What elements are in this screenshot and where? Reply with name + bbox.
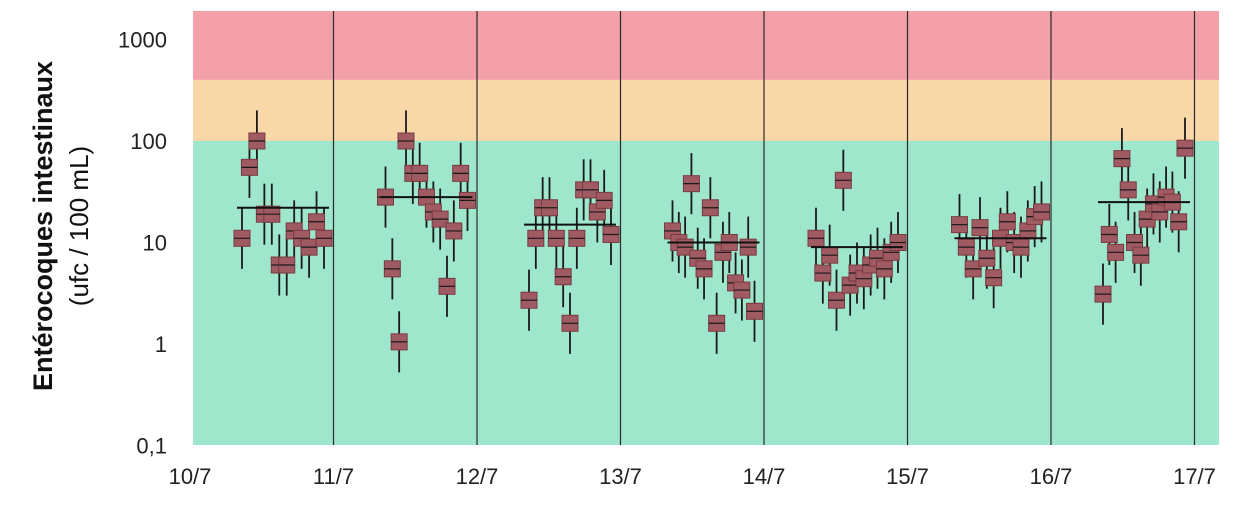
day-separators bbox=[332, 11, 1196, 445]
band-red bbox=[193, 11, 1219, 80]
x-tick-label: 17/7 bbox=[1173, 464, 1216, 489]
band-orange bbox=[193, 79, 1219, 141]
y-tick-label: 100 bbox=[130, 129, 167, 154]
y-axis-unit: (ufc / 100 mL) bbox=[64, 146, 94, 306]
x-tick-label: 11/7 bbox=[313, 464, 354, 489]
x-tick-labels: 10/7 11/7 12/7 13/7 14/7 15/7 16/7 17/7 bbox=[169, 464, 1216, 489]
x-tick-label: 14/7 bbox=[743, 464, 786, 489]
y-tick-label: 0,1 bbox=[136, 434, 167, 459]
data-points bbox=[233, 132, 1194, 351]
x-tick-label: 15/7 bbox=[886, 464, 929, 489]
y-tick-label: 10 bbox=[143, 231, 167, 256]
x-tick-label: 12/7 bbox=[456, 464, 499, 489]
threshold-bands bbox=[193, 11, 1219, 445]
x-tick-label: 13/7 bbox=[599, 464, 642, 489]
x-tick-label: 16/7 bbox=[1030, 464, 1073, 489]
y-tick-labels: 0,1 1 10 100 1000 bbox=[118, 28, 167, 459]
x-tick-label: 10/7 bbox=[169, 464, 212, 489]
y-tick-label: 1 bbox=[155, 332, 167, 357]
band-green bbox=[193, 141, 1219, 445]
daily-means bbox=[237, 196, 1190, 249]
y-axis-label: Entérocoques intestinaux bbox=[28, 61, 58, 391]
y-tick-label: 1000 bbox=[118, 28, 167, 53]
